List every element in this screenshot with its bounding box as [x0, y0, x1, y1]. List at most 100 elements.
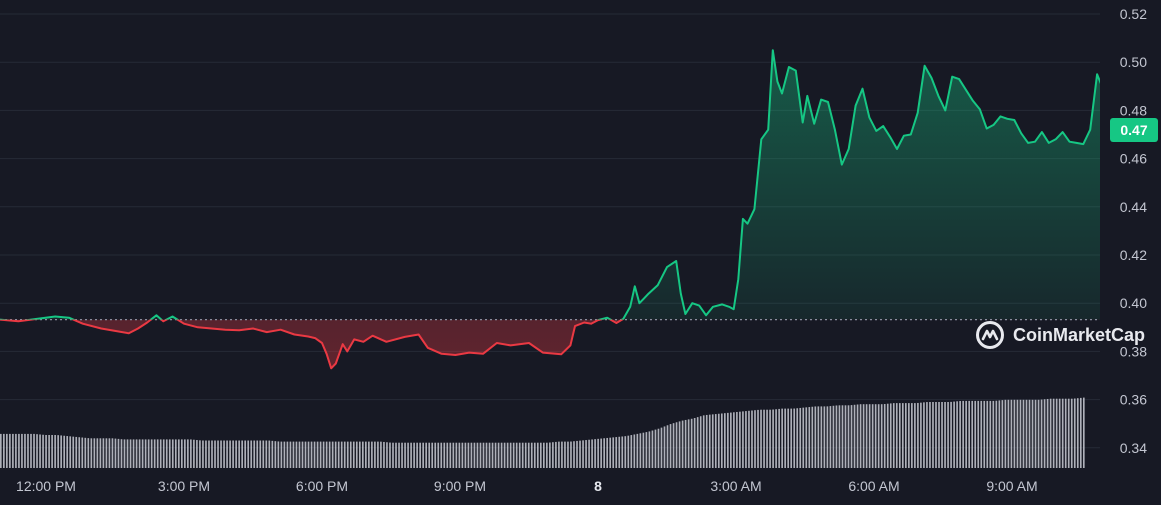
y-tick-label: 0.46: [1120, 151, 1147, 167]
volume-bar: [389, 442, 391, 468]
x-tick-label: 6:00 PM: [296, 478, 348, 494]
volume-bars: [0, 397, 1085, 468]
volume-bar: [18, 433, 20, 468]
volume-bar: [81, 437, 84, 468]
volume-bar: [675, 422, 678, 468]
volume-bar: [935, 402, 937, 468]
volume-bar: [346, 441, 349, 468]
volume-bar: [799, 407, 802, 468]
volume-bar: [386, 442, 388, 468]
volume-bar: [93, 438, 96, 468]
volume-bar: [995, 400, 998, 468]
volume-bar: [627, 435, 630, 468]
volume-bar: [1043, 399, 1046, 468]
volume-bar: [156, 439, 159, 468]
volume-bar: [334, 441, 337, 468]
volume-bar: [681, 420, 684, 468]
volume-bar: [1031, 399, 1034, 468]
volume-bar: [621, 436, 624, 468]
volume-bar: [693, 418, 696, 468]
price-lines: [0, 49, 1100, 370]
volume-bar: [763, 409, 765, 468]
volume-bar: [78, 437, 81, 468]
volume-bar: [965, 400, 967, 468]
volume-bar: [841, 405, 844, 468]
volume-bar: [331, 441, 334, 468]
volume-bar: [15, 433, 17, 468]
volume-bar: [181, 439, 183, 468]
volume-bar: [808, 407, 811, 468]
volume-bar: [401, 442, 403, 468]
volume-bar: [914, 403, 916, 468]
volume-bar: [298, 441, 301, 468]
volume-bar: [778, 408, 780, 468]
volume-bar: [9, 433, 11, 468]
volume-bar: [911, 403, 913, 468]
volume-bar: [929, 402, 931, 468]
volume-bar: [120, 439, 123, 468]
volume-bar: [1010, 399, 1013, 468]
volume-bar: [826, 406, 829, 468]
y-tick-label: 0.36: [1120, 392, 1147, 408]
volume-bar: [111, 438, 114, 468]
x-tick-label: 9:00 PM: [434, 478, 486, 494]
volume-bar: [600, 438, 602, 468]
current-price-badge: 0.47: [1110, 118, 1158, 142]
volume-bar: [739, 411, 741, 468]
volume-bar: [714, 414, 717, 468]
volume-bar: [947, 402, 949, 468]
volume-bar: [603, 438, 605, 468]
volume-bar: [986, 400, 989, 468]
volume-bar: [576, 440, 578, 468]
volume-bar: [736, 411, 738, 468]
volume-bar: [678, 421, 681, 468]
volume-bar: [1079, 397, 1082, 468]
volume-bar: [555, 441, 557, 468]
volume-bar: [1073, 398, 1076, 468]
volume-bar: [343, 441, 346, 468]
volume-bar: [932, 402, 934, 468]
volume-bar: [1049, 398, 1052, 468]
volume-bar: [419, 442, 421, 468]
volume-bar: [657, 428, 660, 468]
volume-bar: [521, 442, 524, 468]
volume-bar: [485, 442, 488, 468]
x-tick-label: 12:00 PM: [16, 478, 76, 494]
volume-bar: [567, 441, 569, 468]
volume-bar: [437, 442, 440, 468]
volume-bar: [757, 409, 759, 468]
volume-bar: [1058, 398, 1061, 468]
volume-bar: [717, 413, 720, 468]
volume-bar: [1052, 398, 1055, 468]
volume-bar: [745, 411, 747, 468]
volume-bar: [464, 442, 467, 468]
grid-lines: [0, 13, 1100, 449]
volume-bar: [570, 441, 572, 468]
price-area-up: [31, 50, 1100, 320]
volume-bar: [654, 429, 657, 468]
volume-bar: [883, 404, 886, 468]
volume-bar: [90, 438, 93, 468]
x-tick-label: 3:00 AM: [710, 478, 761, 494]
volume-bar: [811, 406, 814, 468]
volume-bar: [289, 441, 292, 468]
volume-bar: [30, 433, 32, 468]
volume-bar: [579, 440, 581, 468]
volume-bar: [543, 442, 545, 468]
coinmarketcap-watermark: CoinMarketCap: [975, 318, 1145, 352]
volume-bar: [1001, 400, 1004, 468]
volume-bar: [449, 442, 452, 468]
volume-bar: [651, 430, 654, 468]
volume-bar: [54, 435, 56, 468]
volume-bar: [926, 402, 928, 468]
volume-bar: [835, 405, 838, 468]
coinmarketcap-logo-icon: [976, 321, 1004, 349]
volume-bar: [295, 441, 298, 468]
volume-bar: [1076, 398, 1079, 468]
volume-bar: [99, 438, 102, 468]
volume-bar: [781, 408, 783, 468]
volume-bar: [772, 409, 774, 468]
volume-bar: [105, 438, 108, 468]
